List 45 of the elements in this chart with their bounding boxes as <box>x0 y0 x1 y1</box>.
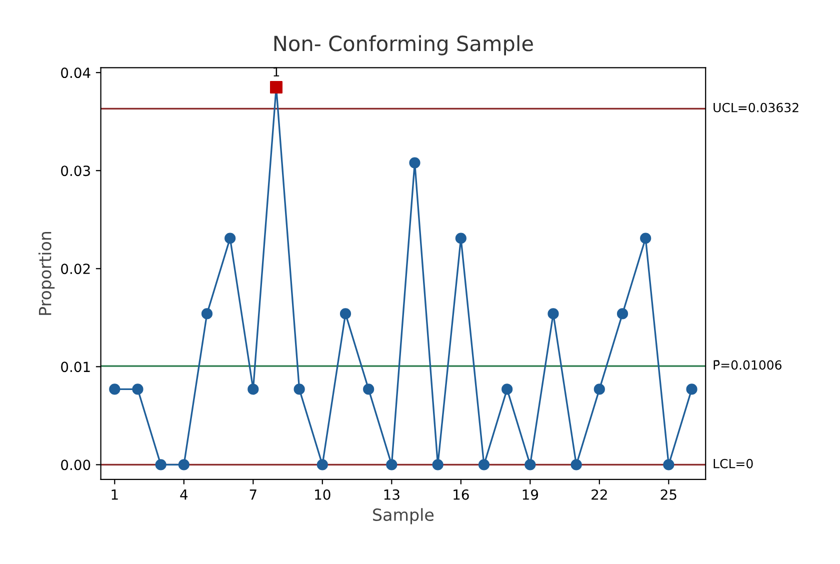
point <box>248 384 259 395</box>
point <box>616 308 628 320</box>
x-tick-label: 13 <box>384 489 400 500</box>
x-tick-label: 4 <box>180 490 188 500</box>
point <box>178 459 190 470</box>
point <box>201 308 213 320</box>
point <box>432 459 444 470</box>
x-tick-label: 19 <box>522 489 538 500</box>
point <box>363 384 374 395</box>
y-tick-label: 0.04 <box>61 68 90 78</box>
chart-title: Non- Conforming Sample <box>274 35 533 56</box>
point <box>524 459 536 470</box>
point <box>478 459 490 470</box>
point <box>548 308 559 320</box>
x-tick-label: 1 <box>112 490 118 500</box>
point <box>640 232 652 244</box>
point <box>455 232 466 244</box>
x-tick-label: 16 <box>454 489 469 500</box>
y-tick-label: 0.01 <box>61 362 90 372</box>
point <box>132 384 144 395</box>
point <box>686 384 698 395</box>
point <box>109 384 120 395</box>
y-axis-title: Proportion <box>38 232 55 315</box>
x-tick-label: 10 <box>315 489 330 500</box>
ref-line-label: P̄=0.01006 <box>714 360 782 370</box>
ref-line-label: LCL=0 <box>714 458 753 468</box>
point <box>340 308 352 320</box>
point <box>409 157 420 168</box>
point <box>570 459 582 470</box>
point <box>386 459 398 470</box>
point <box>294 384 305 395</box>
point <box>663 459 674 470</box>
x-tick-label: 22 <box>592 489 607 500</box>
x-tick-label: 7 <box>250 490 256 500</box>
point <box>502 384 513 395</box>
y-tick-label: 0.00 <box>61 460 90 470</box>
point <box>155 459 166 470</box>
y-tick-label: 0.02 <box>61 264 90 274</box>
point <box>594 384 605 395</box>
y-tick-label: 0.03 <box>61 166 90 176</box>
x-tick-label: 25 <box>660 489 676 500</box>
point <box>224 232 236 244</box>
x-axis-title: Sample <box>373 508 434 524</box>
ref-line-label: UCL=0.03632 <box>714 102 798 112</box>
point <box>316 459 328 470</box>
